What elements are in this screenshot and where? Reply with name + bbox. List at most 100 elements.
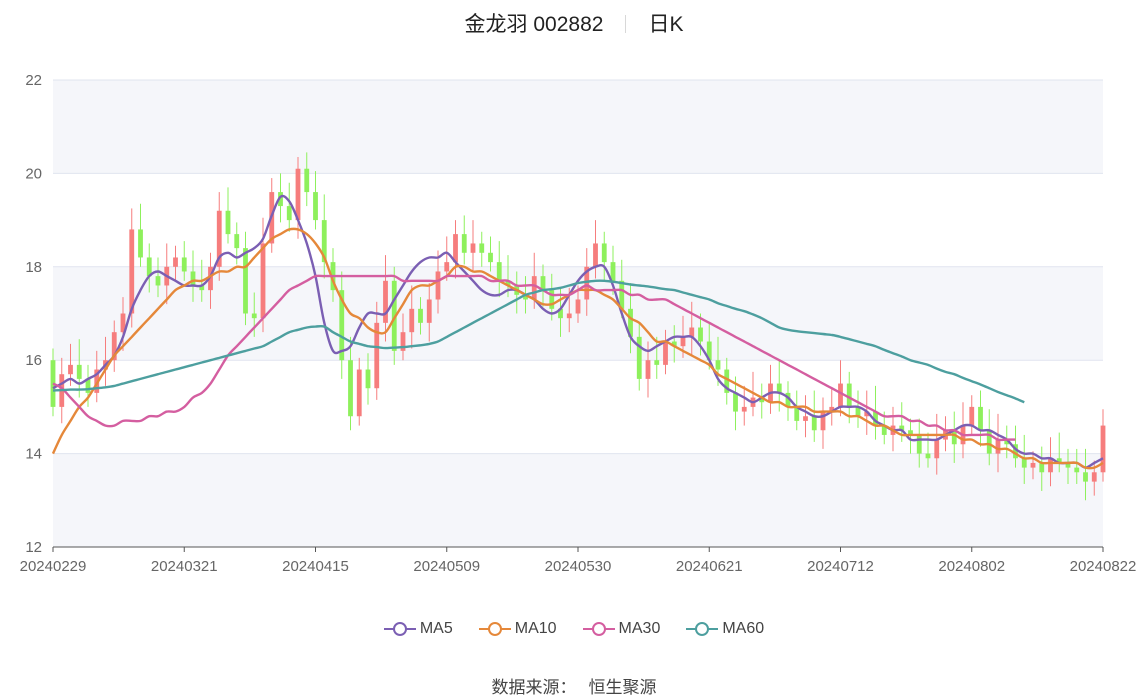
candle-body — [356, 369, 362, 417]
candle-body — [706, 341, 712, 361]
candle-body — [129, 229, 135, 314]
legend-label: MA60 — [722, 620, 765, 637]
candle-body — [94, 369, 100, 393]
candle-body — [190, 271, 196, 286]
candle-body — [654, 360, 660, 365]
candle-body — [313, 192, 318, 221]
legend-label: MA30 — [618, 620, 661, 637]
source-label: 数据来源： — [491, 678, 577, 697]
axes: 12 14 16 18 20 22 20240229 20240321 20240415 2024… — [20, 72, 1137, 575]
candle-body — [374, 322, 380, 389]
candle-body — [391, 280, 397, 351]
candle-body — [111, 332, 117, 361]
x-tick-label: 20240822 — [1070, 558, 1137, 575]
y-tick-label: 20 — [25, 165, 42, 182]
candle-body — [951, 430, 957, 445]
candle-body — [820, 411, 826, 431]
ma60-line — [52, 279, 1025, 404]
grid-lines — [53, 79, 1103, 455]
legend-item-ma10[interactable]: MA10 — [478, 620, 557, 638]
candle-body — [593, 243, 598, 267]
candle-body — [1004, 439, 1010, 445]
ma30-line — [52, 274, 1016, 442]
candle-body — [724, 369, 730, 393]
x-tick-label: 20240415 — [282, 558, 349, 575]
candle-body — [549, 290, 555, 309]
candle-body — [610, 262, 616, 281]
candle-body — [505, 280, 511, 286]
candle-body — [295, 168, 301, 221]
candle-body — [558, 308, 563, 319]
grid-band — [53, 453, 1103, 547]
candle-body — [181, 257, 187, 272]
legend-item-ma5[interactable]: MA5 — [383, 620, 453, 638]
candle-body — [645, 360, 651, 379]
candle-body — [689, 327, 695, 337]
candle-body — [243, 248, 248, 314]
candle-body — [873, 411, 878, 426]
candle-body — [321, 220, 327, 263]
candle-body — [829, 406, 835, 412]
candle-body — [759, 397, 765, 403]
candle-body — [619, 280, 625, 309]
candle-body — [741, 406, 747, 412]
candle-body — [496, 262, 502, 281]
candle-body — [1021, 458, 1027, 468]
candle-body — [1074, 467, 1080, 473]
source-value: 恒生聚源 — [588, 678, 657, 697]
candle-body — [1056, 458, 1062, 463]
candle-body — [400, 332, 406, 351]
candle-body — [208, 266, 213, 291]
candle-body — [304, 168, 310, 193]
candle-body — [803, 416, 808, 421]
candle-body — [846, 383, 852, 407]
x-tick-label: 20240530 — [545, 558, 612, 575]
candle-body — [733, 392, 738, 412]
candle-body — [1048, 458, 1053, 473]
candle-body — [855, 406, 861, 417]
candle-body — [1091, 472, 1097, 482]
candle-body — [1030, 462, 1036, 468]
candle-body — [488, 252, 493, 263]
candle-body — [234, 234, 240, 249]
candle-body — [278, 192, 283, 207]
candle-body — [68, 364, 73, 375]
candle-body — [348, 360, 353, 417]
candle-body — [479, 243, 485, 253]
candle-body — [1065, 462, 1071, 468]
candle-body — [1013, 444, 1018, 459]
x-tick-label: 20240509 — [413, 558, 480, 575]
candle-body — [934, 439, 940, 459]
candle-body — [1100, 425, 1106, 473]
grid-band — [53, 80, 1103, 174]
ma10-legend-icon — [478, 622, 511, 636]
legend-item-ma30[interactable]: MA30 — [582, 620, 661, 638]
candle-body — [85, 378, 91, 393]
candle-body — [698, 327, 703, 342]
x-tick-label: 20240321 — [151, 558, 218, 575]
y-tick-label: 18 — [25, 259, 42, 276]
candle-body — [531, 276, 537, 300]
candle-body — [453, 234, 458, 263]
candle-body — [785, 392, 791, 407]
legend-item-ma60[interactable]: MA60 — [686, 620, 764, 638]
candle-body — [286, 206, 292, 221]
candle-body — [146, 257, 152, 277]
x-tick-label: 20240802 — [938, 558, 1005, 575]
candle-body — [470, 243, 476, 253]
candle-body — [811, 416, 817, 431]
candle-body — [260, 243, 266, 319]
candle-body — [575, 299, 581, 314]
candle-body — [838, 383, 843, 407]
candle-body — [715, 360, 721, 370]
x-tick-label: 20240712 — [807, 558, 874, 575]
stock-name: 金龙羽 002882 — [464, 13, 604, 36]
chart-title: 金龙羽 002882 日K — [0, 8, 1148, 38]
candle-body — [50, 360, 56, 407]
data-source: 数据来源： 恒生聚源 — [0, 673, 1148, 698]
candle-body — [383, 280, 388, 323]
candle-body — [663, 341, 668, 365]
legend-label: MA5 — [419, 620, 453, 637]
candle-body — [864, 411, 870, 417]
